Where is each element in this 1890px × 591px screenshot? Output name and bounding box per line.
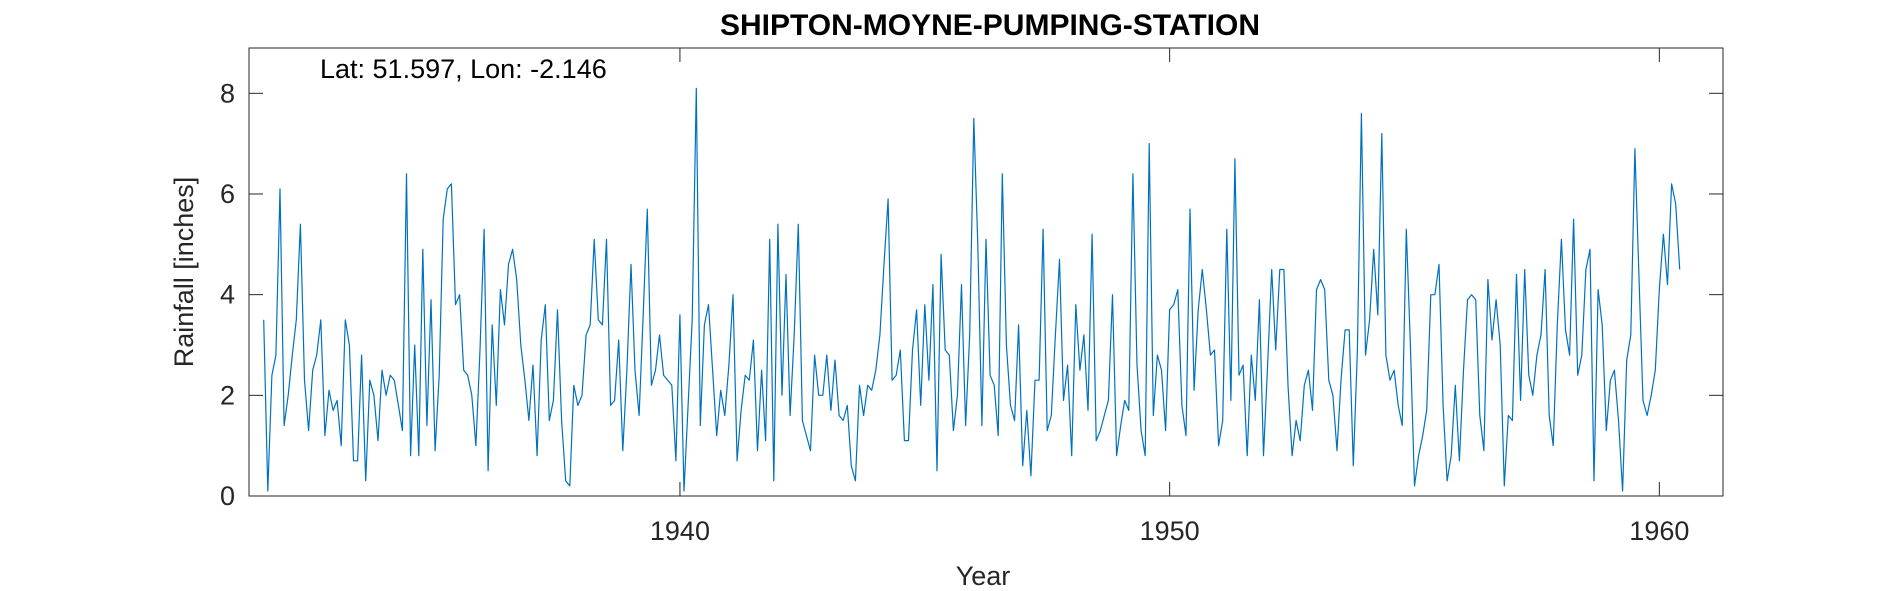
y-axis-ticks: 0 2 4 6 8 [220, 78, 1723, 511]
chart-title: SHIPTON-MOYNE-PUMPING-STATION [720, 9, 1260, 42]
rainfall-series-line [263, 87, 1681, 492]
x-tick-label: 1950 [1140, 516, 1200, 546]
y-tick-label: 2 [220, 380, 235, 410]
y-tick-label: 4 [220, 280, 235, 310]
x-tick-label: 1960 [1629, 516, 1689, 546]
y-tick-label: 8 [220, 78, 235, 108]
y-tick-label: 6 [220, 179, 235, 209]
y-axis-label: Rainfall [inches] [169, 177, 199, 368]
x-axis-ticks: 1940 1950 1960 [650, 48, 1689, 546]
plot-area [248, 47, 1724, 497]
location-annotation: Lat: 51.597, Lon: -2.146 [320, 54, 607, 84]
x-axis-label: Year [956, 561, 1011, 591]
x-tick-label: 1940 [650, 516, 710, 546]
y-tick-label: 0 [220, 481, 235, 511]
